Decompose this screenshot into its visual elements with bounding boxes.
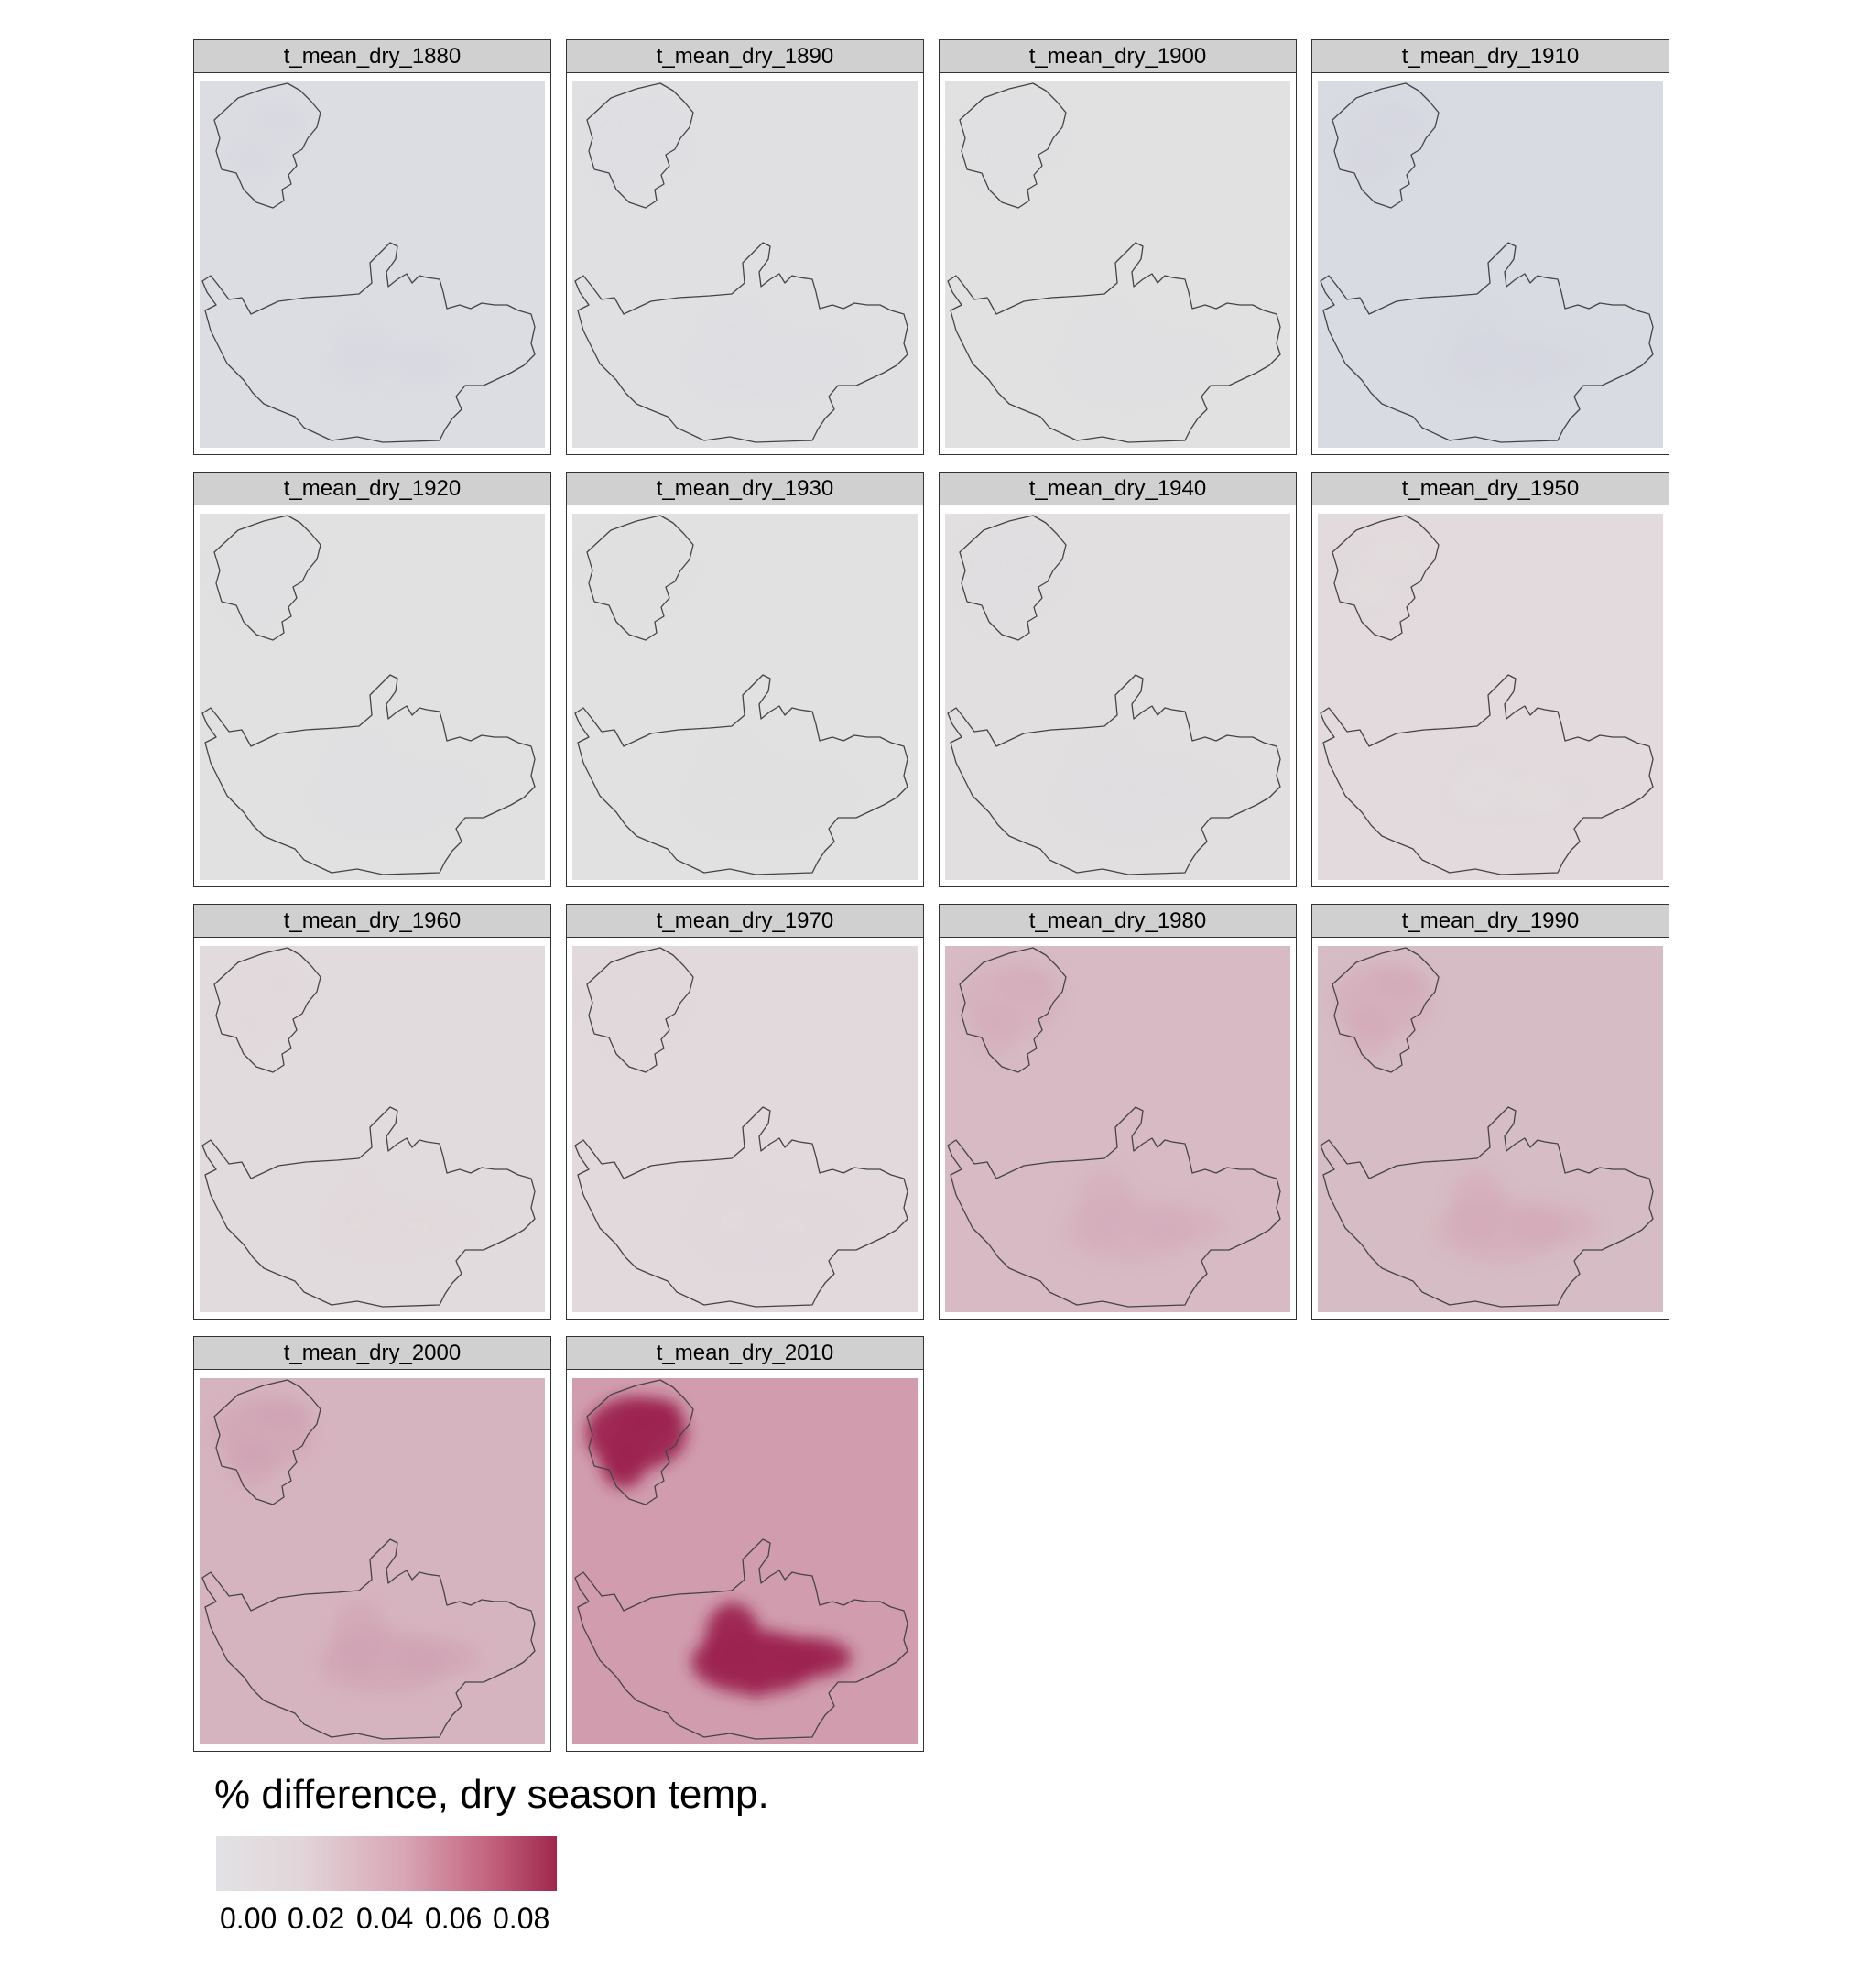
raster-map bbox=[945, 514, 1290, 880]
panel-title: t_mean_dry_1920 bbox=[194, 473, 550, 505]
raster-hotspots bbox=[586, 532, 852, 830]
map-panel: t_mean_dry_1960 bbox=[193, 904, 551, 1320]
south-region-boundary bbox=[947, 242, 1281, 443]
north-region-boundary bbox=[213, 947, 321, 1073]
north-region-boundary bbox=[959, 515, 1067, 641]
north-region-boundary bbox=[586, 947, 694, 1073]
legend-tick-label: 0.02 bbox=[288, 1902, 345, 1935]
south-region-boundary bbox=[1320, 674, 1654, 875]
south-region-boundary bbox=[574, 1106, 908, 1308]
raster-map bbox=[572, 81, 918, 448]
raster-hotspots bbox=[959, 964, 1224, 1262]
raster-hotspots bbox=[1332, 532, 1597, 830]
panel-title: t_mean_dry_1960 bbox=[194, 905, 550, 938]
raster-hotspots bbox=[1332, 964, 1597, 1262]
legend-tick-label: 0.06 bbox=[425, 1902, 483, 1935]
south-region-boundary bbox=[574, 242, 908, 443]
north-region-boundary bbox=[586, 515, 694, 641]
raster-hotspots bbox=[586, 100, 852, 397]
legend-tick-label: 0.04 bbox=[356, 1902, 414, 1935]
map-panel: t_mean_dry_1950 bbox=[1311, 472, 1669, 887]
legend-title: % difference, dry season temp. bbox=[214, 1772, 769, 1817]
south-region-boundary bbox=[1320, 1106, 1654, 1308]
map-panel: t_mean_dry_1970 bbox=[566, 904, 924, 1320]
map-panel: t_mean_dry_1880 bbox=[193, 39, 551, 455]
map-facet-grid: t_mean_dry_1880 t_mean_dry_1890 t_mean_dry… bbox=[193, 39, 1669, 1752]
raster-map bbox=[945, 946, 1290, 1312]
map-panel: t_mean_dry_1940 bbox=[939, 472, 1297, 887]
raster-hotspots bbox=[1332, 100, 1597, 397]
raster-hotspots bbox=[213, 532, 479, 830]
panel-title: t_mean_dry_1930 bbox=[567, 473, 923, 505]
south-region-boundary bbox=[574, 674, 908, 875]
south-region-boundary bbox=[1320, 242, 1654, 443]
raster-map bbox=[200, 946, 545, 1312]
map-panel: t_mean_dry_1910 bbox=[1311, 39, 1669, 455]
north-region-boundary bbox=[959, 82, 1067, 209]
map-panel: t_mean_dry_1930 bbox=[566, 472, 924, 887]
panel-title: t_mean_dry_1940 bbox=[940, 473, 1296, 505]
raster-map bbox=[200, 514, 545, 880]
panel-title: t_mean_dry_1890 bbox=[567, 40, 923, 73]
raster-map bbox=[572, 514, 918, 880]
color-legend: % difference, dry season temp. 0.00 0.02… bbox=[214, 1772, 855, 1937]
raster-map bbox=[200, 1378, 545, 1744]
raster-map bbox=[1318, 81, 1663, 448]
legend-tick-label: 0.00 bbox=[220, 1902, 277, 1935]
panel-title: t_mean_dry_1900 bbox=[940, 40, 1296, 73]
north-region-boundary bbox=[959, 947, 1067, 1073]
panel-title: t_mean_dry_1980 bbox=[940, 905, 1296, 938]
raster-map bbox=[572, 946, 918, 1312]
north-region-boundary bbox=[1332, 515, 1440, 641]
south-region-boundary bbox=[947, 1106, 1281, 1308]
map-panel: t_mean_dry_2000 bbox=[193, 1336, 551, 1752]
raster-hotspots bbox=[586, 964, 852, 1262]
map-panel: t_mean_dry_1900 bbox=[939, 39, 1297, 455]
panel-title: t_mean_dry_2000 bbox=[194, 1337, 550, 1370]
north-region-boundary bbox=[1332, 82, 1440, 209]
north-region-boundary bbox=[213, 1379, 321, 1505]
map-panel: t_mean_dry_1990 bbox=[1311, 904, 1669, 1320]
map-panel: t_mean_dry_1920 bbox=[193, 472, 551, 887]
raster-hotspots bbox=[213, 964, 479, 1262]
north-region-boundary bbox=[586, 1379, 694, 1505]
panel-title: t_mean_dry_2010 bbox=[567, 1337, 923, 1370]
raster-hotspots bbox=[586, 1396, 852, 1699]
south-region-boundary bbox=[574, 1538, 908, 1740]
map-panel: t_mean_dry_2010 bbox=[566, 1336, 924, 1752]
south-region-boundary bbox=[201, 242, 536, 443]
raster-hotspots bbox=[213, 100, 479, 397]
raster-map bbox=[1318, 514, 1663, 880]
panel-title: t_mean_dry_1910 bbox=[1312, 40, 1669, 73]
north-region-boundary bbox=[213, 515, 321, 641]
panel-title: t_mean_dry_1880 bbox=[194, 40, 550, 73]
north-region-boundary bbox=[1332, 947, 1440, 1073]
south-region-boundary bbox=[947, 674, 1281, 875]
legend-tick-label: 0.08 bbox=[493, 1902, 550, 1935]
south-region-boundary bbox=[201, 1538, 536, 1740]
panel-title: t_mean_dry_1950 bbox=[1312, 473, 1669, 505]
raster-map bbox=[572, 1378, 918, 1744]
north-region-boundary bbox=[586, 82, 694, 209]
raster-map bbox=[945, 81, 1290, 448]
raster-hotspots bbox=[959, 532, 1224, 830]
north-region-boundary bbox=[213, 82, 321, 209]
panel-title: t_mean_dry_1990 bbox=[1312, 905, 1669, 938]
panel-title: t_mean_dry_1970 bbox=[567, 905, 923, 938]
map-panel: t_mean_dry_1980 bbox=[939, 904, 1297, 1320]
raster-map bbox=[1318, 946, 1663, 1312]
legend-color-bar bbox=[216, 1836, 557, 1891]
south-region-boundary bbox=[201, 674, 536, 875]
south-region-boundary bbox=[201, 1106, 536, 1308]
raster-hotspots bbox=[213, 1396, 479, 1694]
map-panel: t_mean_dry_1890 bbox=[566, 39, 924, 455]
raster-hotspots bbox=[959, 100, 1224, 397]
raster-map bbox=[200, 81, 545, 448]
